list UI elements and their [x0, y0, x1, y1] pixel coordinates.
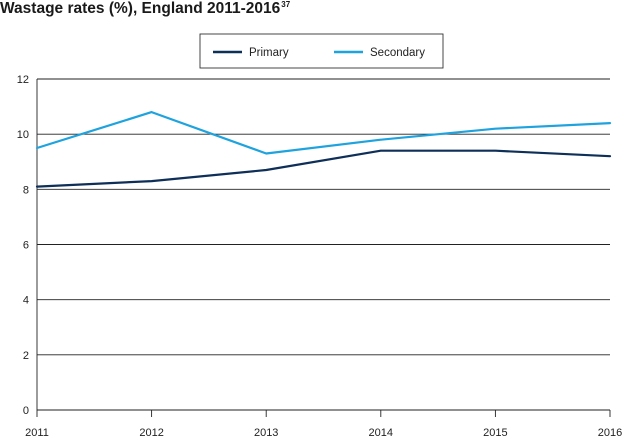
x-tick-label: 2011 — [25, 427, 49, 439]
legend-label-primary: Primary — [249, 47, 289, 59]
y-tick-label: 10 — [17, 129, 29, 141]
y-tick-label: 8 — [23, 184, 29, 196]
y-tick-label: 4 — [23, 295, 29, 307]
x-tick-label: 2016 — [598, 427, 622, 439]
x-tick-label: 2012 — [139, 427, 163, 439]
y-tick-label: 2 — [23, 350, 29, 362]
series-line-primary — [35, 149, 612, 188]
y-tick-label: 6 — [23, 240, 29, 252]
x-tick-label: 2014 — [369, 427, 393, 439]
chart-title-text: Wastage rates (%), England 2011-2016 — [0, 0, 281, 18]
y-tick-label: 0 — [23, 405, 29, 417]
y-tick-label: 12 — [17, 74, 29, 86]
series-line-secondary — [35, 110, 612, 155]
chart-title: Wastage rates (%), England 2011-201637 — [0, 0, 290, 18]
x-tick-label: 2015 — [483, 427, 507, 439]
legend-label-secondary: Secondary — [370, 47, 425, 59]
title-footnote-ref: 37 — [281, 0, 291, 9]
x-tick-label: 2013 — [254, 427, 278, 439]
